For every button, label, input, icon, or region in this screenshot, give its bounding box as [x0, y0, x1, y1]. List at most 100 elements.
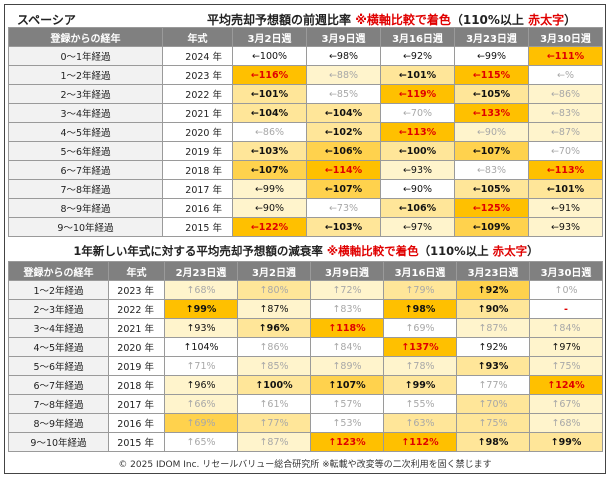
ratio-cell: ←107% — [232, 160, 307, 180]
ratio-cell: ↑107% — [310, 375, 384, 395]
row-label: 6～7年経過 — [8, 375, 109, 395]
ratio-cell: ←93% — [528, 217, 603, 237]
brand-name: スペーシア — [17, 13, 76, 27]
table2-title-main: 1年新しい年式に対する平均売却予想額の減衰率 — [73, 244, 327, 258]
table-row: 7～8年経過 2017 年 ↑66% ↑61% ↑57% ↑55% ↑70% ↑67% — [8, 394, 603, 414]
model-year: 2017 年 — [108, 394, 165, 414]
table1-title-main: 平均売却予想額の前週比率 — [207, 13, 356, 27]
ratio-cell: ↑87% — [237, 432, 311, 452]
ratio-cell: ↑98% — [456, 432, 530, 452]
ratio-cell: ↑84% — [310, 337, 384, 357]
ratio-cell: ↑67% — [529, 394, 603, 414]
ratio-cell: ↑89% — [310, 356, 384, 376]
ratio-cell: ↑78% — [383, 356, 457, 376]
ratio-cell: ←119% — [380, 84, 455, 104]
ratio-cell: ↑99% — [383, 375, 457, 395]
row-label: 7～8年経過 — [8, 394, 109, 414]
model-year: 2017 年 — [162, 179, 233, 199]
model-year: 2016 年 — [162, 198, 233, 218]
model-year: 2022 年 — [108, 299, 165, 319]
table-row: 2～3年経過 2022 年 ←101% ←85% ←119% ←105% ←86% — [8, 84, 603, 104]
ratio-cell: ←98% — [306, 46, 381, 66]
column-header: 3月16日週 — [380, 27, 455, 47]
ratio-cell: ←90% — [380, 179, 455, 199]
ratio-cell: ↑80% — [237, 280, 311, 300]
decay-rate-header-row: 登録からの経年 年式 2月23日週 3月2日週 3月9日週 3月16日週 3月23日週 3月3… — [8, 261, 603, 281]
model-year: 2022 年 — [162, 84, 233, 104]
ratio-cell: ←% — [528, 65, 603, 85]
row-label: 7～8年経過 — [8, 179, 163, 199]
ratio-cell: ←90% — [454, 122, 529, 142]
ratio-cell: ↑83% — [310, 299, 384, 319]
table2-title-paren-open: （110%以上 — [418, 244, 493, 258]
ratio-cell: ←103% — [306, 217, 381, 237]
row-label: 6～7年経過 — [8, 160, 163, 180]
ratio-cell: ↑66% — [164, 394, 238, 414]
ratio-cell: ←122% — [232, 217, 307, 237]
row-label: 3～4年経過 — [8, 103, 163, 123]
model-year: 2015 年 — [162, 217, 233, 237]
table-row: 4～5年経過 2020 年 ←86% ←102% ←113% ←90% ←87% — [8, 122, 603, 142]
ratio-cell: ↑96% — [164, 375, 238, 395]
model-year: 2021 年 — [108, 318, 165, 338]
row-label: 3～4年経過 — [8, 318, 109, 338]
table-row: 1～2年経過 2023 年 ←116% ←88% ←101% ←115% ←% — [8, 65, 603, 85]
ratio-cell: ↑72% — [310, 280, 384, 300]
ratio-cell: ↑90% — [456, 299, 530, 319]
model-year: 2020 年 — [108, 337, 165, 357]
model-year: 2024 年 — [162, 46, 233, 66]
table2-title-red-bold: 赤太字 — [492, 244, 528, 258]
ratio-cell: ←86% — [528, 84, 603, 104]
weekly-ratio-table: 登録からの経年 年式 3月2日週 3月9日週 3月16日週 3月23日週 3月30日週 0～… — [8, 27, 603, 237]
ratio-cell: ↑85% — [237, 356, 311, 376]
ratio-cell: ←116% — [232, 65, 307, 85]
ratio-cell: ←105% — [454, 84, 529, 104]
table-row: 8～9年経過 2016 年 ↑69% ↑77% ↑53% ↑63% ↑75% ↑68% — [8, 413, 603, 433]
model-year: 2020 年 — [162, 122, 233, 142]
ratio-cell: ←133% — [454, 103, 529, 123]
model-year: 2018 年 — [108, 375, 165, 395]
row-label: 5～6年経過 — [8, 356, 109, 376]
table-row: 9～10年経過 2015 年 ←122% ←103% ←97% ←109% ←93% — [8, 217, 603, 237]
ratio-cell: ↑57% — [310, 394, 384, 414]
ratio-cell: ←106% — [306, 141, 381, 161]
ratio-cell: ↑69% — [383, 318, 457, 338]
ratio-cell: ↑71% — [164, 356, 238, 376]
table1-title-paren-close: ） — [564, 13, 577, 27]
ratio-cell: ↑53% — [310, 413, 384, 433]
ratio-cell: ←100% — [380, 141, 455, 161]
ratio-cell: ↑137% — [383, 337, 457, 357]
row-label: 5～6年経過 — [8, 141, 163, 161]
table2-title-paren-close: ） — [527, 244, 539, 258]
column-header: 3月2日週 — [237, 261, 311, 281]
ratio-cell: ←83% — [454, 160, 529, 180]
table-row: 3～4年経過 2021 年 ↑93% ↑96% ↑118% ↑69% ↑87% ↑84% — [8, 318, 603, 338]
ratio-cell: ↑93% — [456, 356, 530, 376]
ratio-cell: ↑84% — [529, 318, 603, 338]
model-year: 2016 年 — [108, 413, 165, 433]
row-label: 2～3年経過 — [8, 299, 109, 319]
ratio-cell: ←99% — [232, 179, 307, 199]
table-row: 6～7年経過 2018 年 ←107% ←114% ←93% ←83% ←113% — [8, 160, 603, 180]
column-header: 2月23日週 — [164, 261, 238, 281]
ratio-cell: ↑96% — [237, 318, 311, 338]
column-header: 3月30日週 — [529, 261, 603, 281]
ratio-cell: - — [529, 299, 603, 319]
ratio-cell: ↑92% — [456, 337, 530, 357]
model-year: 2015 年 — [108, 432, 165, 452]
row-label: 9～10年経過 — [8, 217, 163, 237]
decay-rate-body: 1～2年経過 2023 年 ↑68% ↑80% ↑72% ↑79% ↑92% ↑0% 2～3年経… — [8, 280, 603, 452]
column-header: 3月23日週 — [454, 27, 529, 47]
ratio-cell: ←114% — [306, 160, 381, 180]
ratio-cell: ↑97% — [529, 337, 603, 357]
weekly-ratio-body: 0～1年経過 2024 年 ←100% ←98% ←92% ←99% ←111% 1～2年経過… — [8, 46, 603, 237]
column-header: 3月23日週 — [456, 261, 530, 281]
table-row: 0～1年経過 2024 年 ←100% ←98% ←92% ←99% ←111% — [8, 46, 603, 66]
row-label: 9～10年経過 — [8, 432, 109, 452]
column-header: 年式 — [162, 27, 233, 47]
table1-title-red-bold: 赤太字 — [528, 13, 565, 27]
ratio-cell: ←104% — [232, 103, 307, 123]
ratio-cell: ←93% — [380, 160, 455, 180]
ratio-cell: ↑70% — [456, 394, 530, 414]
ratio-cell: ←125% — [454, 198, 529, 218]
